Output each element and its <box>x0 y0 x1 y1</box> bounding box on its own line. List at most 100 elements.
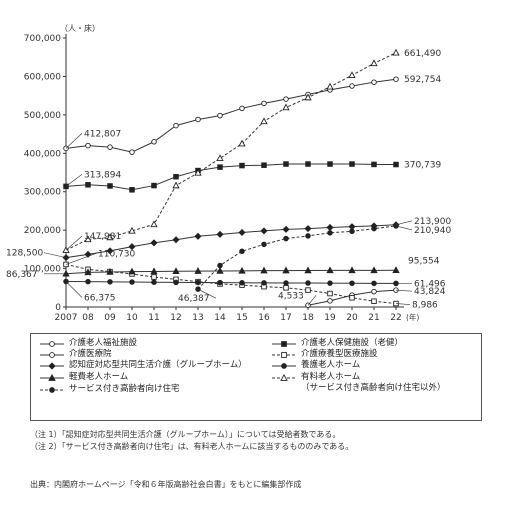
data-point <box>84 268 92 276</box>
legend: 介護老人福祉施設 介護老人保健施設（老健） 介護医療院 介護療養型医療施設 認知症対応型… <box>30 333 482 421</box>
data-point <box>172 267 180 275</box>
series-7 <box>62 266 400 277</box>
data-point <box>261 241 267 248</box>
data-point <box>62 269 70 277</box>
legend-marker <box>281 341 287 347</box>
data-point <box>194 267 202 274</box>
data-point <box>348 266 356 274</box>
data-point <box>85 142 91 149</box>
data-point <box>85 278 91 285</box>
series-line <box>65 163 397 191</box>
leader-line <box>395 303 411 305</box>
data-point <box>349 295 355 301</box>
y-tick-label: 200,000 <box>24 226 61 236</box>
series-line <box>65 78 397 153</box>
series-line <box>65 269 397 275</box>
data-label: 8,986 <box>412 301 438 311</box>
data-point <box>349 280 355 287</box>
data-point <box>238 139 246 147</box>
legend-label: サービス付き高齢者向け住宅 <box>69 384 180 394</box>
data-point <box>304 225 312 233</box>
data-point <box>129 149 135 155</box>
data-point <box>239 280 245 286</box>
legend-marker <box>281 363 287 369</box>
data-point <box>239 105 245 112</box>
legend-swatch <box>40 373 64 381</box>
data-point <box>239 248 245 255</box>
data-point <box>238 266 246 274</box>
leader-line <box>65 174 83 187</box>
legend-swatch <box>40 341 64 347</box>
data-point <box>173 122 179 129</box>
data-point <box>239 162 245 169</box>
series-layer <box>62 48 400 309</box>
legend-marker <box>281 352 287 358</box>
data-point <box>107 144 113 150</box>
data-point <box>216 266 224 274</box>
data-point <box>260 227 268 235</box>
data-label: 313,894 <box>84 170 121 180</box>
data-point <box>151 279 157 285</box>
data-point <box>261 100 267 107</box>
data-label: 128,500 <box>6 249 43 259</box>
data-label: 95,554 <box>408 256 440 266</box>
legend-swatch <box>40 387 64 393</box>
data-labels: 412,807 313,894 147,981 128,500 110,730 86,36… <box>6 49 451 311</box>
data-point <box>106 233 114 241</box>
data-point <box>282 225 290 233</box>
legend-marker <box>48 362 56 370</box>
legend-label: 軽費老人ホーム <box>69 372 129 382</box>
data-point <box>217 112 223 119</box>
legend-swatch <box>272 363 296 369</box>
data-point <box>63 183 69 190</box>
data-point <box>106 247 114 255</box>
legend-label-sub: （サービス付き高齢者向け住宅以外） <box>301 383 446 393</box>
data-point <box>128 267 136 275</box>
data-point <box>63 261 69 268</box>
data-label: 86,367 <box>6 270 38 280</box>
data-point <box>349 83 355 89</box>
x-tick-label: 21 <box>368 313 379 323</box>
legend-marker <box>49 341 55 347</box>
series-line <box>197 225 397 290</box>
notes: （注 1）「認知症対応型共同生活介護（グループホーム）」については受給者数である… <box>30 429 353 453</box>
data-point <box>260 117 268 125</box>
data-point <box>107 279 113 285</box>
data-point <box>194 168 202 176</box>
legend-swatch <box>40 362 64 370</box>
legend-marker <box>49 387 55 393</box>
leader-line <box>65 235 83 251</box>
legend-swatch <box>40 352 64 358</box>
x-tick-label: 15 <box>236 313 247 323</box>
series-line <box>65 52 397 251</box>
data-point <box>327 290 333 297</box>
data-label: 61,496 <box>414 279 446 289</box>
data-label: 592,754 <box>404 75 441 85</box>
data-point <box>217 262 223 269</box>
series-line <box>65 224 397 259</box>
data-point <box>150 267 158 275</box>
data-point <box>195 279 201 286</box>
data-label: 46,387 <box>178 294 210 304</box>
data-label: 66,375 <box>84 293 116 303</box>
data-point <box>371 298 377 304</box>
data-point <box>283 96 289 102</box>
data-point <box>370 266 378 274</box>
data-point <box>393 161 399 168</box>
data-point <box>107 183 113 189</box>
series-8 <box>62 48 400 253</box>
data-point <box>371 79 377 85</box>
data-point <box>392 266 400 274</box>
y-tick-label: 700,000 <box>24 34 61 44</box>
leader-line <box>65 133 83 149</box>
legend-label: 養護老人ホーム <box>301 360 361 370</box>
leader-line <box>65 253 97 265</box>
y-tick-label: 600,000 <box>24 72 61 82</box>
data-point <box>326 82 334 90</box>
legend-marker <box>48 373 56 381</box>
data-point <box>282 266 290 274</box>
data-point <box>217 279 223 286</box>
data-point <box>282 103 290 111</box>
y-tick-label: 0 <box>55 303 61 313</box>
legend-label: 介護療養型医療施設 <box>301 349 378 359</box>
